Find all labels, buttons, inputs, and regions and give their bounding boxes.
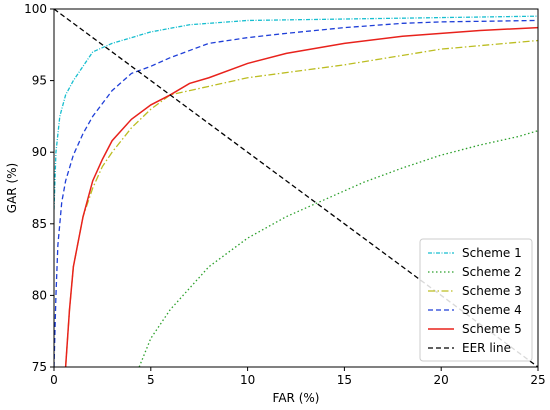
legend-box [419,238,533,362]
ticks-layer: 0 5 10 15 20 25 75 80 85 90 95 100 [24,2,546,387]
legend-label-scheme-4: Scheme 4 [462,303,522,317]
x-tick-label: 5 [147,373,155,387]
y-tick-label: 90 [32,145,47,159]
y-tick-label: 80 [32,288,47,302]
legend-label-eer-line: EER line [462,341,511,355]
y-tick-label: 95 [32,74,47,88]
series-line-scheme-2 [138,130,538,367]
series-line-scheme-4 [54,19,538,367]
x-axis-label: FAR (%) [273,391,320,405]
y-tick-label: 85 [32,217,47,231]
legend-label-scheme-2: Scheme 2 [462,265,522,279]
y-tick-label: 75 [32,360,47,374]
y-tick-label: 100 [24,2,47,16]
series-line-scheme-1 [54,15,538,210]
series-line-eer-line [54,9,538,367]
y-axis-label: GAR (%) [5,163,19,213]
x-tick-label: 20 [434,373,449,387]
series-layer [54,9,538,367]
legend-label-scheme-1: Scheme 1 [462,246,522,260]
x-tick-label: 10 [240,373,255,387]
x-tick-label: 0 [50,373,58,387]
legend: Scheme 1 Scheme 2 Scheme 3 Scheme 4 Scheme 5… [419,238,533,362]
legend-label-scheme-5: Scheme 5 [462,322,522,336]
x-tick-label: 25 [530,373,545,387]
legend-label-scheme-3: Scheme 3 [462,284,522,298]
plot-frame [53,8,539,368]
x-tick-label: 15 [337,373,352,387]
